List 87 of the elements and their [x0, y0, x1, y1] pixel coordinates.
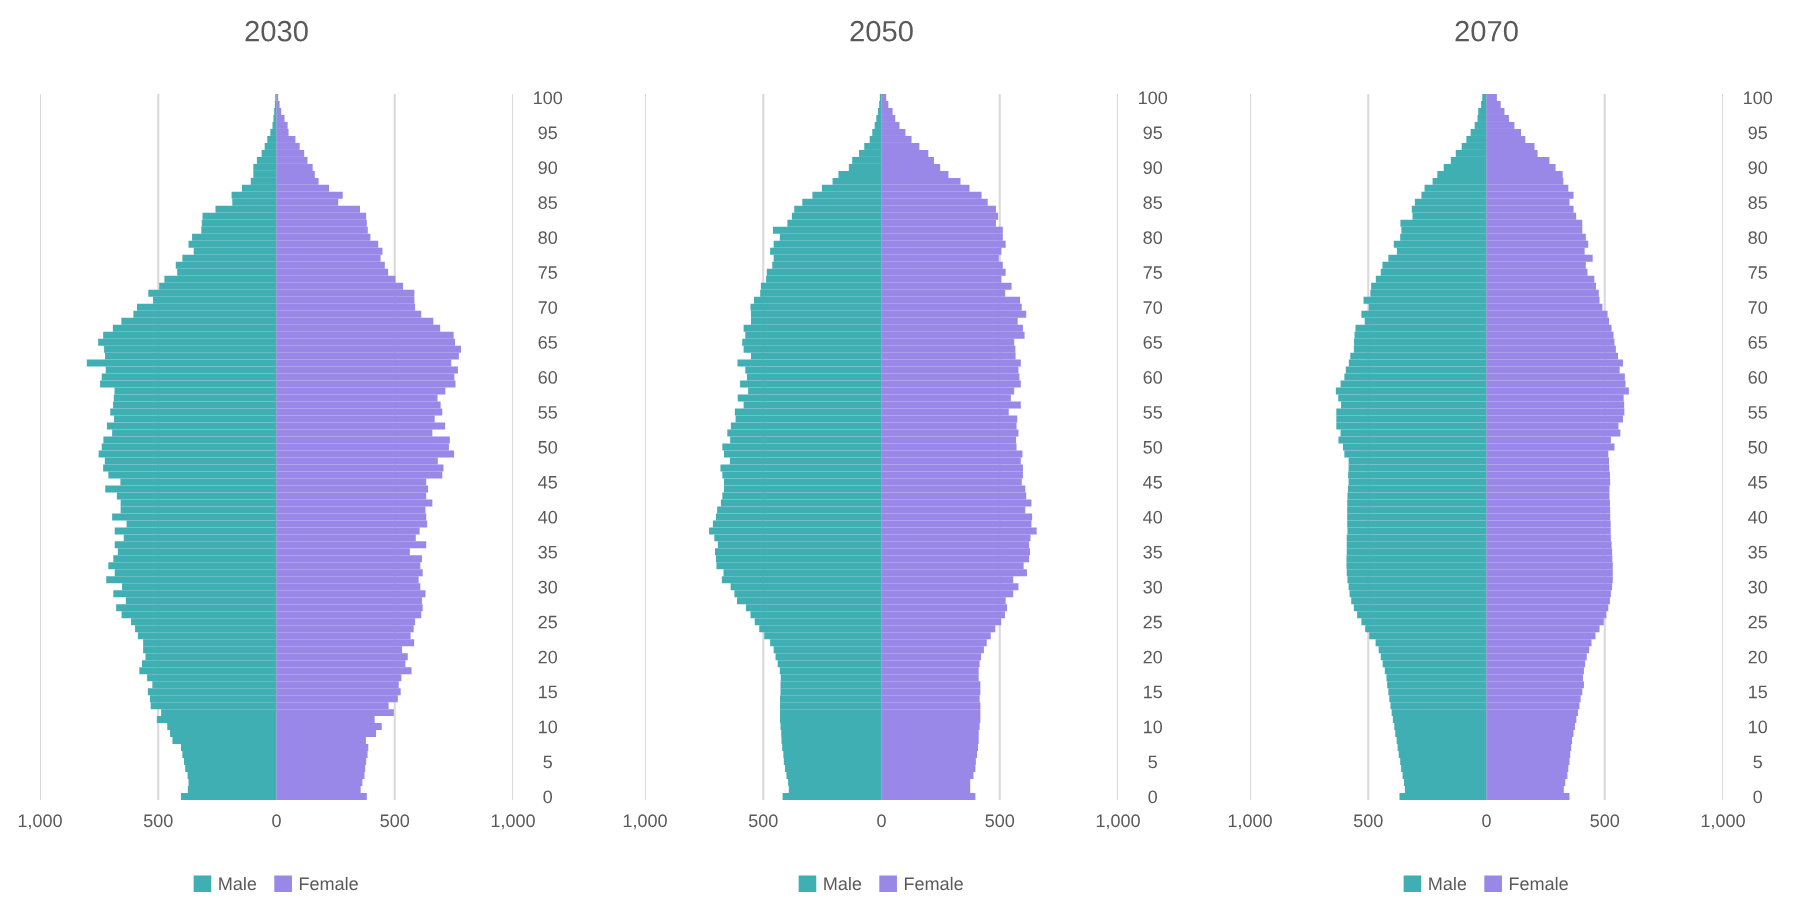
y-tick-label: 0: [1148, 790, 1158, 804]
y-tick-label: 15: [1144, 685, 1163, 699]
y-tick-label: 95: [538, 126, 558, 140]
legend-label: Male: [824, 876, 862, 891]
x-tick-label: 500: [1590, 814, 1620, 828]
x-tick-label: 1,000: [1701, 814, 1745, 830]
y-tick-label: 45: [1143, 476, 1163, 489]
y-tick-label: 15: [539, 685, 558, 699]
chart-title: 2030: [245, 20, 308, 42]
legend-label: Female: [1509, 876, 1568, 891]
y-tick-label: 10: [539, 720, 558, 734]
y-tick-label: 60: [1748, 371, 1768, 384]
y-tick-label: 15: [1749, 685, 1768, 699]
y-tick-label: 75: [1143, 266, 1163, 279]
y-tick-label: 55: [538, 406, 558, 419]
y-tick-label: 45: [538, 476, 558, 489]
y-tick-label: 30: [1748, 580, 1768, 594]
y-tick-label: 65: [1748, 336, 1768, 349]
y-tick-label: 5: [543, 755, 552, 769]
y-tick-label: 35: [1143, 545, 1163, 559]
y-tick-label: 65: [538, 336, 558, 349]
y-tick-label: 50: [538, 440, 558, 454]
legend-label: Male: [1429, 876, 1467, 891]
x-tick-label: 1,000: [623, 814, 667, 830]
y-tick-label: 95: [1143, 126, 1163, 140]
x-tick-label: 1,000: [491, 814, 535, 830]
x-tick-label: 0: [272, 814, 281, 828]
y-tick-label: 40: [1143, 510, 1163, 524]
y-tick-label: 0: [543, 790, 553, 804]
y-tick-label: 35: [538, 545, 558, 559]
y-tick-label: 20: [538, 650, 558, 664]
x-tick-label: 0: [1482, 814, 1491, 828]
y-tick-label: 75: [1748, 266, 1768, 279]
y-tick-label: 70: [1143, 301, 1163, 314]
y-tick-label: 80: [538, 231, 558, 245]
y-tick-label: 0: [1753, 790, 1763, 804]
y-tick-label: 40: [538, 510, 558, 524]
y-tick-label: 90: [538, 161, 558, 175]
y-tick-label: 40: [1748, 510, 1768, 524]
y-tick-label: 70: [1748, 301, 1768, 314]
y-tick-label: 100: [1139, 91, 1168, 105]
y-tick-label: 75: [538, 266, 558, 279]
y-tick-label: 30: [538, 580, 558, 594]
y-tick-label: 10: [1144, 720, 1163, 734]
chart-title: 2050: [850, 20, 913, 42]
x-tick-label: 1,000: [1228, 814, 1272, 830]
x-tick-label: 500: [748, 814, 778, 828]
y-tick-label: 95: [1748, 126, 1768, 140]
y-tick-label: 10: [1749, 720, 1768, 734]
y-tick-label: 50: [1143, 440, 1163, 454]
y-tick-label: 25: [1143, 615, 1163, 629]
y-tick-label: 5: [1753, 755, 1762, 769]
y-tick-label: 100: [534, 91, 563, 105]
x-tick-label: 1,000: [1096, 814, 1140, 830]
y-tick-label: 80: [1748, 231, 1768, 245]
y-tick-label: 20: [1748, 650, 1768, 664]
y-tick-label: 55: [1143, 406, 1163, 419]
y-tick-label: 55: [1748, 406, 1768, 419]
y-tick-label: 90: [1748, 161, 1768, 175]
legend-label: Male: [219, 876, 257, 891]
y-tick-label: 5: [1148, 755, 1157, 769]
y-tick-label: 85: [1748, 196, 1768, 210]
y-tick-label: 60: [538, 371, 558, 384]
y-tick-label: 65: [1143, 336, 1163, 349]
y-tick-label: 85: [1143, 196, 1163, 210]
legend-label: Female: [299, 876, 358, 891]
y-tick-label: 85: [538, 196, 558, 210]
y-tick-label: 20: [1143, 650, 1163, 664]
y-tick-label: 25: [1748, 615, 1768, 629]
y-tick-label: 25: [538, 615, 558, 629]
x-tick-label: 500: [985, 814, 1015, 828]
y-tick-label: 70: [538, 301, 558, 314]
y-tick-label: 30: [1143, 580, 1163, 594]
legend-label: Female: [904, 876, 963, 891]
x-tick-label: 1,000: [18, 814, 62, 830]
y-tick-label: 80: [1143, 231, 1163, 245]
x-tick-label: 500: [143, 814, 173, 828]
y-tick-label: 50: [1748, 440, 1768, 454]
x-tick-label: 0: [877, 814, 886, 828]
x-tick-label: 500: [380, 814, 410, 828]
y-tick-label: 60: [1143, 371, 1163, 384]
y-tick-label: 100: [1744, 91, 1773, 105]
x-tick-label: 500: [1353, 814, 1383, 828]
y-tick-label: 35: [1748, 545, 1768, 559]
chart-title: 2070: [1455, 20, 1518, 42]
y-tick-label: 90: [1143, 161, 1163, 175]
y-tick-label: 45: [1748, 476, 1768, 489]
